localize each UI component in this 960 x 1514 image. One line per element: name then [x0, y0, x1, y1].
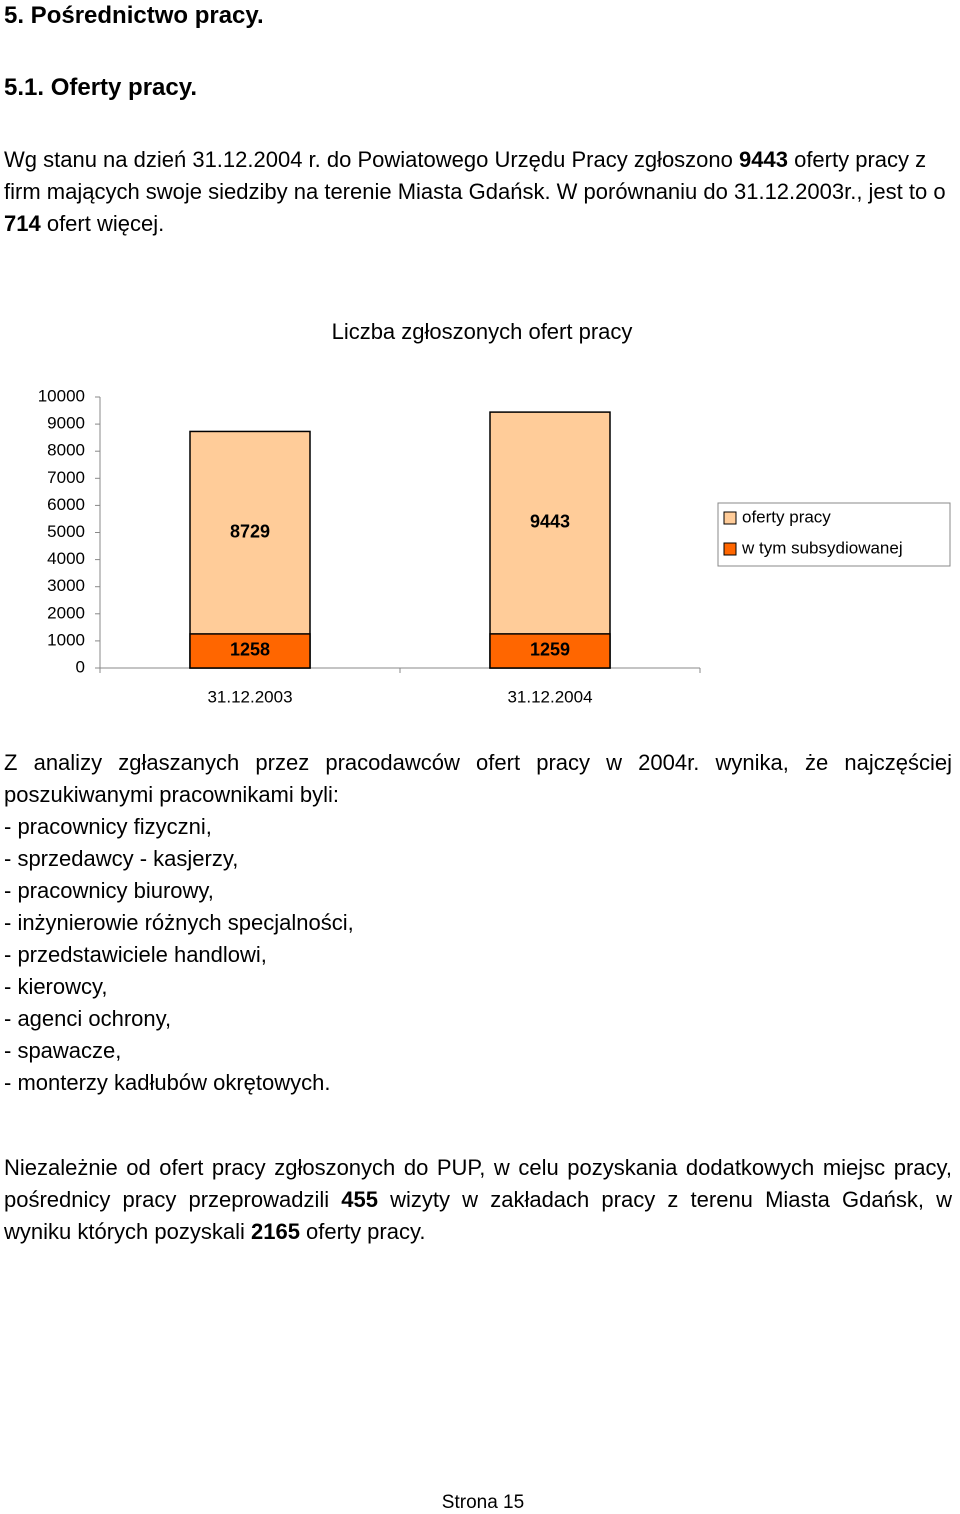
legend-label: oferty pracy [742, 507, 831, 526]
chart-title: Liczba zgłoszonych ofert pracy [332, 319, 633, 344]
y-tick-label: 1000 [47, 630, 85, 649]
text-segment: oferty pracy. [299, 1219, 426, 1244]
y-tick-label: 9000 [47, 414, 85, 433]
x-tick-label: 31.12.2004 [507, 687, 592, 706]
footer: Strona 15 [441, 1492, 525, 1513]
text-segment: oferty pracy z firm mających swoje siedz… [4, 147, 946, 204]
y-tick-label: 7000 [47, 468, 85, 487]
list-item: - inżynierowie różnych specjalności, [4, 910, 354, 935]
value-label: 9443 [530, 512, 570, 532]
list-item: - monterzy kadłubów okrętowych. [4, 1070, 331, 1095]
text-segment: Niezależnie od ofert pracy zgłoszonych d… [4, 1155, 952, 1212]
y-tick-label: 0 [76, 657, 85, 676]
list-item: - pracownicy fizyczni, [4, 814, 212, 839]
chart: Liczba zgłoszonych ofert pracy 0 1000 2000… [38, 319, 951, 706]
bar [189, 633, 311, 669]
y-tick-label: 6000 [47, 495, 85, 514]
legend-swatch [723, 511, 737, 525]
list-item: - przedstawiciele handlowi, [4, 942, 267, 967]
value-label: 8729 [230, 521, 270, 541]
list-item: - pracownicy biurowy, [4, 878, 214, 903]
analysis-paragraph: Z analizy zgłaszanych przez pracodawców … [4, 750, 952, 807]
list-item: - sprzedawcy - kasjerzy, [4, 846, 239, 871]
text-segment: ofert więcej. [40, 211, 165, 236]
bold-number: 9443 [739, 147, 788, 172]
bold-number: 2165 [250, 1219, 300, 1244]
y-tick-label: 5000 [47, 522, 85, 541]
legend-box [717, 502, 951, 567]
y-tick-label: 4000 [47, 549, 85, 568]
text-segment: Wg stanu na dzień 31.12.2004 r. do Powia… [4, 147, 740, 172]
legend-label: w tym subsydiowanej [741, 538, 903, 557]
list-item: - agenci ochrony, [4, 1006, 172, 1031]
list-item: - kierowcy, [4, 974, 108, 999]
bold-number: 455 [341, 1187, 378, 1212]
bold-number: 714 [4, 211, 41, 236]
bar [489, 411, 611, 669]
y-tick-label: 2000 [47, 603, 85, 622]
text-segment: wizyty w zakładach pracy z terenu Miasta… [4, 1187, 952, 1244]
bar [189, 430, 311, 669]
subheading: 5.1. Oferty pracy. [4, 74, 197, 101]
closing-paragraph: Niezależnie od ofert pracy zgłoszonych d… [4, 1152, 952, 1248]
y-tick-label: 3000 [47, 576, 85, 595]
y-tick-label: 8000 [47, 441, 85, 460]
value-label: 1259 [530, 640, 570, 660]
intro-paragraph: Wg stanu na dzień 31.12.2004 r. do Powia… [4, 144, 952, 240]
x-tick-label: 31.12.2003 [207, 687, 292, 706]
value-label: 1258 [230, 640, 270, 660]
legend-swatch [723, 542, 737, 556]
list-item: - spawacze, [4, 1038, 122, 1063]
list: - pracownicy fizyczni, - sprzedawcy - kas… [4, 811, 952, 1099]
y-tick-label: 10000 [38, 386, 85, 405]
bar [489, 633, 611, 669]
heading: 5. Pośrednictwo pracy. [4, 2, 264, 29]
